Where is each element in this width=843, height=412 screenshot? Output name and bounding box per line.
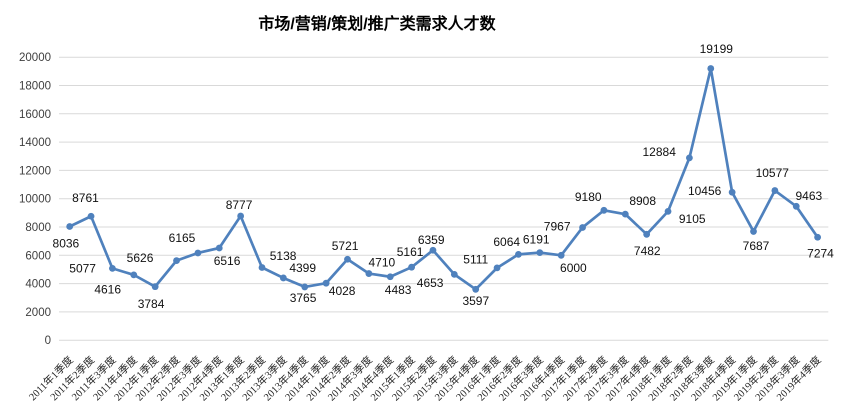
data-point-marker <box>66 223 74 230</box>
data-point-marker <box>322 279 330 287</box>
data-point-label: 4710 <box>369 256 396 270</box>
data-point-label: 6191 <box>523 233 550 247</box>
data-point-label: 3597 <box>462 294 489 308</box>
y-axis-tick-label: 6000 <box>25 250 51 262</box>
data-point-label: 8908 <box>629 194 656 208</box>
y-axis-tick-label: 12000 <box>19 165 51 177</box>
data-point-label: 6165 <box>169 231 196 245</box>
data-point-label: 8761 <box>72 191 99 205</box>
data-point-marker <box>87 212 95 220</box>
data-point-marker <box>771 187 779 194</box>
y-axis-labels: 0 2000 4000 6000 8000 10000 12000 14000 16000 180… <box>19 52 51 347</box>
x-axis-labels: 2011年1季度2011年2季度2011年3季度2011年4季度2012年1季度… <box>26 353 824 403</box>
series-line <box>68 67 819 291</box>
data-point-marker <box>493 264 501 272</box>
y-axis-tick-label: 10000 <box>19 194 51 206</box>
data-point-label: 4399 <box>289 261 316 275</box>
y-axis-tick-label: 2000 <box>25 307 51 319</box>
data-point-label: 9105 <box>679 212 706 226</box>
data-point-marker <box>301 283 309 291</box>
data-point-label: 5138 <box>270 249 297 263</box>
data-point-label: 5077 <box>69 261 96 275</box>
chart-title: 市场/营销/策划/推广类需求人才数 <box>258 16 496 33</box>
data-point-label: 6516 <box>214 254 241 268</box>
data-point-marker <box>408 263 415 271</box>
data-point-marker <box>344 255 351 263</box>
data-point-marker <box>450 270 458 278</box>
data-point-label: 10456 <box>688 184 722 198</box>
data-point-marker <box>643 230 651 238</box>
data-point-marker <box>536 249 544 256</box>
data-point-label: 7482 <box>634 244 661 258</box>
data-point-marker <box>814 233 822 241</box>
data-point-label: 6064 <box>493 235 520 249</box>
data-point-label: 5721 <box>332 239 359 253</box>
y-axis-tick-label: 14000 <box>19 137 51 149</box>
data-point-marker <box>686 154 693 162</box>
y-axis-tick-label: 20000 <box>19 52 51 64</box>
data-point-marker <box>621 210 629 218</box>
data-point-marker <box>792 202 800 210</box>
y-axis-tick-label: 4000 <box>25 279 51 291</box>
data-point-marker <box>194 249 202 257</box>
data-point-marker <box>237 212 245 220</box>
data-point-label: 4028 <box>329 284 356 298</box>
data-point-label: 4483 <box>385 283 412 297</box>
data-point-label: 7687 <box>743 239 770 253</box>
data-point-label: 7274 <box>807 247 834 261</box>
data-point-marker <box>429 246 437 254</box>
data-point-label: 6359 <box>418 233 445 247</box>
data-point-label: 3765 <box>290 291 317 305</box>
data-point-label: 7967 <box>544 220 571 234</box>
data-point-marker <box>279 274 287 282</box>
data-point-label: 8777 <box>226 198 253 212</box>
y-axis-tick-label: 8000 <box>25 222 51 234</box>
data-point-marker <box>151 283 159 291</box>
data-point-marker <box>515 250 522 258</box>
data-point-label: 4653 <box>417 276 444 290</box>
data-point-label: 4616 <box>94 282 121 296</box>
data-point-marker <box>557 251 565 259</box>
data-point-label: 6000 <box>560 261 587 275</box>
y-axis-tick-label: 16000 <box>19 109 51 121</box>
data-point-label: 12884 <box>643 145 677 159</box>
y-axis-tick-label: 18000 <box>19 81 51 93</box>
data-point-marker <box>109 264 116 272</box>
data-point-marker <box>472 285 480 293</box>
data-point-marker <box>215 244 223 252</box>
data-point-label: 19199 <box>700 42 734 56</box>
data-point-marker <box>365 270 373 277</box>
data-point-marker <box>579 224 586 231</box>
data-point-label: 5161 <box>397 245 424 259</box>
data-point-label: 10577 <box>756 166 790 180</box>
data-point-marker <box>707 65 715 72</box>
data-point-label: 3784 <box>138 297 165 311</box>
data-point-label: 9463 <box>795 189 822 203</box>
data-point-marker <box>750 228 757 235</box>
data-point-marker <box>600 206 608 214</box>
data-point-label: 5626 <box>127 251 154 265</box>
data-point-marker <box>130 271 138 279</box>
data-point-marker <box>728 188 736 196</box>
data-point-marker <box>258 264 266 271</box>
data-point-label: 5111 <box>463 253 488 267</box>
data-labels: 8036 8761 5077 4616 3784 5626 6165 6516 8777 5138… <box>53 42 835 311</box>
data-point-marker <box>173 257 180 264</box>
data-point-marker <box>386 273 394 281</box>
data-point-label: 9180 <box>575 190 602 204</box>
gridlines <box>59 56 829 341</box>
series-markers <box>66 65 822 293</box>
y-axis-tick-label: 0 <box>45 335 51 347</box>
data-point-label: 8036 <box>53 236 80 250</box>
data-point-marker <box>664 207 672 215</box>
